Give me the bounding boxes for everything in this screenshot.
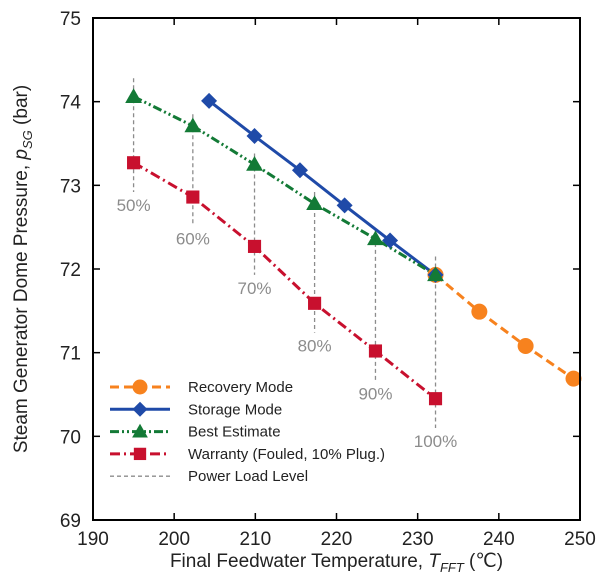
- point-best-estimate-4: [367, 230, 384, 246]
- x-tick-label-230: 230: [402, 529, 434, 550]
- legend-marker-best-estimate: [132, 423, 148, 438]
- y-axis-title-unit: (bar): [11, 85, 32, 130]
- x-tick-label-200: 200: [158, 529, 190, 550]
- y-axis-title-main: Steam Generator Dome Pressure,: [11, 160, 32, 454]
- point-warranty-fouled-10-plug-0: [127, 156, 141, 170]
- y-axis-title: Steam Generator Dome Pressure, pSG (bar): [11, 85, 35, 453]
- x-tick-label-220: 220: [321, 529, 353, 550]
- x-tick-label-250: 250: [564, 529, 596, 550]
- y-tick-label-72: 72: [60, 260, 81, 281]
- point-recovery-mode-3: [565, 370, 582, 387]
- legend-marker-warranty-fouled-10-plug: [133, 447, 147, 461]
- point-warranty-fouled-10-plug-5: [428, 392, 443, 406]
- y-tick-label-73: 73: [60, 176, 81, 197]
- point-storage-mode-4: [382, 232, 399, 249]
- power-level-label-80: 80%: [298, 337, 332, 356]
- x-tick-label-240: 240: [483, 529, 515, 550]
- point-storage-mode-0: [201, 92, 218, 109]
- legend-marker-storage-mode: [132, 401, 148, 417]
- legend-label-best-estimate: Best Estimate: [188, 424, 281, 441]
- x-axis-title-var: T: [428, 551, 441, 572]
- point-storage-mode-3: [336, 197, 353, 214]
- point-warranty-fouled-10-plug-1: [186, 190, 200, 204]
- point-recovery-mode-1: [471, 303, 488, 320]
- point-best-estimate-1: [184, 117, 202, 133]
- series-line-warranty-fouled-10-plug: [132, 161, 437, 400]
- point-storage-mode-1: [246, 127, 263, 144]
- y-tick-label-75: 75: [60, 9, 81, 30]
- point-warranty-fouled-10-plug-4: [368, 344, 383, 358]
- power-level-label-70: 70%: [238, 279, 272, 298]
- y-tick-label-69: 69: [60, 511, 81, 532]
- series-line-best-estimate: [132, 95, 437, 277]
- tick-layer: 190 200 210 220 230 240 250 69 70 71 72 73 74 75: [60, 9, 596, 550]
- power-level-layer: 50% 60% 70% 80% 90% 100%: [117, 78, 457, 451]
- series-line-recovery-mode: [434, 273, 575, 380]
- y-tick-label-71: 71: [60, 344, 81, 365]
- point-best-estimate-0: [125, 88, 142, 103]
- x-axis-title-sub: FFT: [440, 560, 465, 575]
- power-level-label-100: 100%: [414, 432, 457, 451]
- x-tick-label-210: 210: [239, 529, 271, 550]
- point-warranty-fouled-10-plug-3: [308, 296, 322, 310]
- point-storage-mode-2: [291, 162, 308, 179]
- power-level-label-90: 90%: [358, 384, 392, 403]
- y-axis-title-sub: SG: [20, 130, 35, 149]
- x-axis-title-main: Final Feedwater Temperature,: [170, 551, 428, 572]
- power-level-label-50: 50%: [117, 196, 151, 215]
- series-layer: [125, 88, 582, 406]
- legend-label-warranty-fouled-10-plug: Warranty (Fouled, 10% Plug.): [188, 446, 385, 463]
- legend-label-power-load-level: Power Load Level: [188, 468, 308, 485]
- legend: Recovery Mode Storage Mode Best Estimate Wa…: [110, 379, 385, 485]
- y-tick-label-70: 70: [60, 427, 81, 448]
- y-tick-label-74: 74: [60, 93, 82, 114]
- x-axis-title-unit: (℃): [464, 551, 503, 572]
- point-warranty-fouled-10-plug-2: [247, 239, 262, 253]
- point-best-estimate-5: [427, 266, 444, 282]
- legend-label-storage-mode: Storage Mode: [188, 401, 282, 418]
- power-level-label-60: 60%: [176, 229, 210, 248]
- point-best-estimate-3: [306, 195, 323, 211]
- point-recovery-mode-2: [517, 337, 534, 354]
- plot-frame: [92, 17, 581, 521]
- y-axis-title-var: p: [11, 149, 32, 161]
- point-best-estimate-2: [246, 156, 263, 171]
- legend-marker-recovery-mode: [132, 379, 148, 395]
- legend-label-recovery-mode: Recovery Mode: [188, 379, 293, 396]
- x-tick-label-190: 190: [77, 529, 109, 550]
- x-axis-title: Final Feedwater Temperature, TFFT (℃): [170, 551, 503, 575]
- series-line-storage-mode: [208, 99, 437, 277]
